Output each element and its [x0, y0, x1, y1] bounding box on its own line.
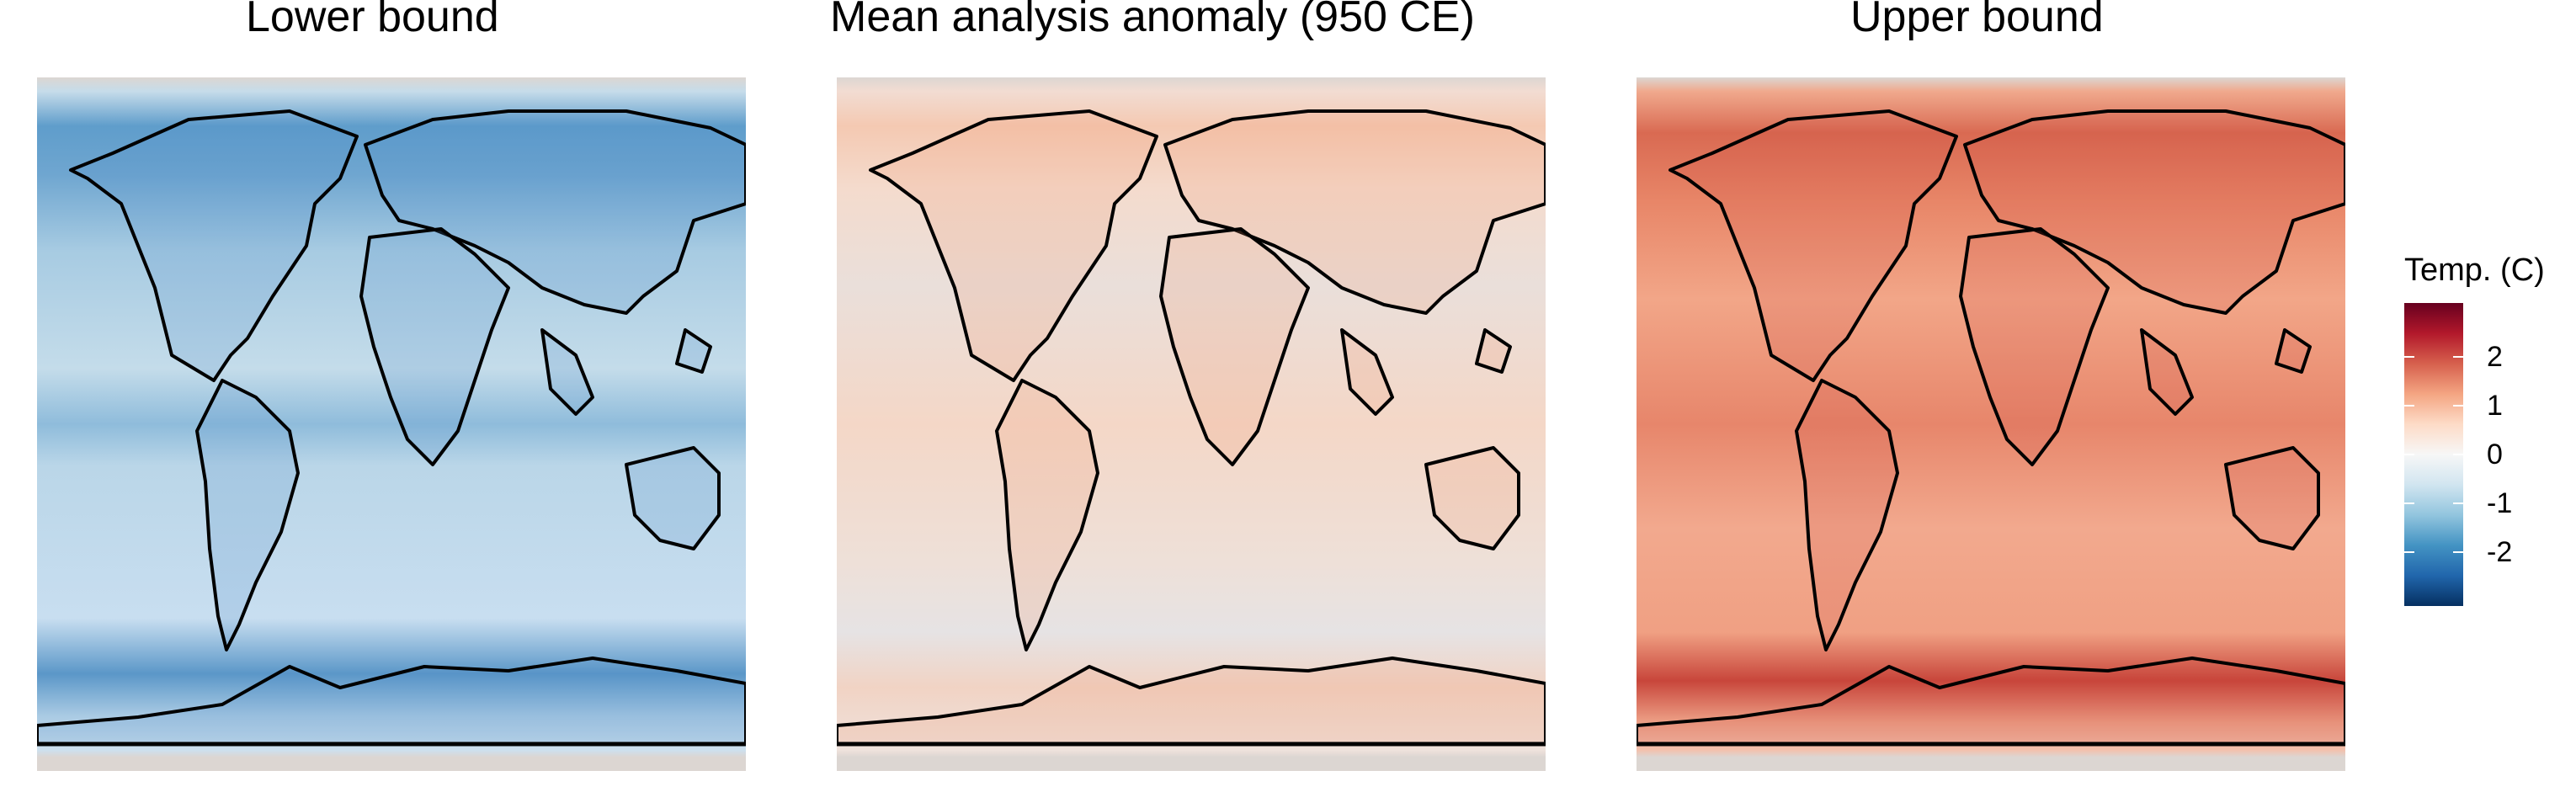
colorbar-tick-label: -1 [2487, 487, 2513, 520]
colorbar-tick-label: 2 [2487, 340, 2503, 373]
colorbar-tick-mark [2404, 502, 2414, 505]
map-canvas [837, 77, 1546, 771]
colorbar-tick-mark [2404, 355, 2414, 358]
colorbar-tick-mark [2404, 404, 2414, 407]
map-lower-bound [37, 77, 746, 771]
colorbar-tick-mark [2404, 551, 2414, 554]
colorbar-tick-mark [2453, 502, 2463, 505]
panel-title-lower: Lower bound [246, 0, 499, 41]
colorbar-tick-mark [2453, 551, 2463, 554]
colorbar-tick-mark [2453, 404, 2463, 407]
map-upper-bound [1637, 77, 2345, 771]
anomaly-field [37, 77, 746, 771]
map-mean-anomaly [837, 77, 1546, 771]
colorbar-tick-mark [2453, 454, 2463, 455]
colorbar-tick-label: 0 [2487, 439, 2503, 470]
colorbar-tick-label: -2 [2487, 536, 2513, 569]
continent-outlines [1637, 109, 2345, 746]
panel-title-mean: Mean analysis anomaly (950 CE) [830, 0, 1475, 41]
continent-outlines [837, 109, 1546, 746]
colorbar-tick-label: 1 [2487, 389, 2503, 422]
colorbar-tick-mark [2404, 454, 2414, 455]
panel-title-upper: Upper bound [1850, 0, 2104, 41]
legend-title: Temp. (C) [2404, 252, 2545, 288]
anomaly-field [837, 77, 1546, 771]
continent-outlines [37, 109, 746, 746]
anomaly-field [1637, 77, 2345, 771]
map-canvas [1637, 77, 2345, 771]
colorbar-tick-mark [2453, 355, 2463, 358]
map-canvas [37, 77, 746, 771]
